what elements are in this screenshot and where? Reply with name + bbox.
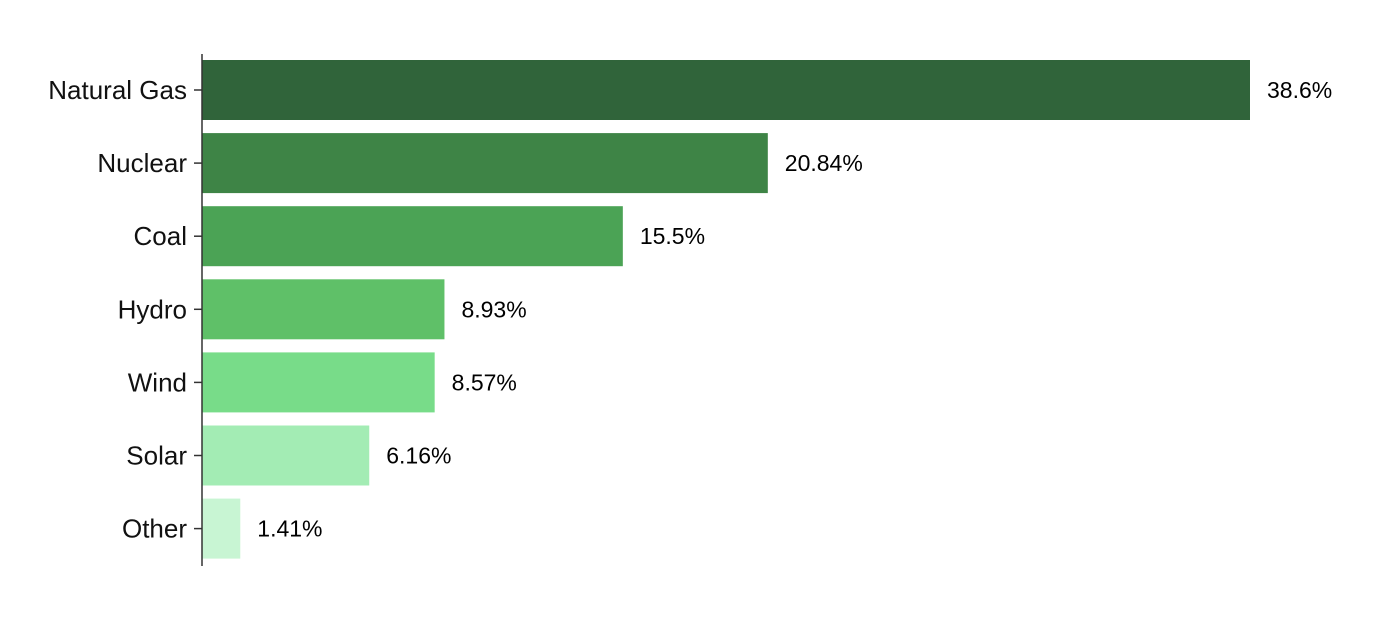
category-label-nuclear: Nuclear	[97, 148, 187, 178]
value-label-natural-gas: 38.6%	[1267, 77, 1332, 103]
category-label-hydro: Hydro	[118, 294, 187, 324]
y-axis-ticks-group: Natural Gas Nuclear Coal Hydro Wind Solar Othe…	[48, 75, 202, 544]
value-label-hydro: 8.93%	[461, 296, 526, 322]
value-label-other: 1.41%	[257, 516, 322, 542]
bar-nuclear	[202, 133, 768, 194]
bars-group	[202, 60, 1250, 559]
value-label-nuclear: 20.84%	[785, 150, 863, 176]
bar-coal	[202, 206, 623, 267]
value-label-solar: 6.16%	[386, 443, 451, 469]
category-label-natural-gas: Natural Gas	[48, 75, 187, 105]
bar-wind	[202, 352, 435, 413]
value-labels-group: 38.6% 20.84% 15.5% 8.93% 8.57% 6.16% 1.41%	[257, 77, 1332, 542]
bar-natural-gas	[202, 60, 1250, 120]
bar-solar	[202, 425, 370, 486]
category-label-coal: Coal	[134, 221, 187, 251]
bar-other	[202, 498, 241, 559]
value-label-wind: 8.57%	[452, 369, 517, 395]
category-label-solar: Solar	[126, 441, 187, 471]
category-label-wind: Wind	[128, 367, 187, 397]
bar-hydro	[202, 279, 445, 340]
category-label-other: Other	[122, 514, 187, 544]
value-label-coal: 15.5%	[640, 223, 705, 249]
